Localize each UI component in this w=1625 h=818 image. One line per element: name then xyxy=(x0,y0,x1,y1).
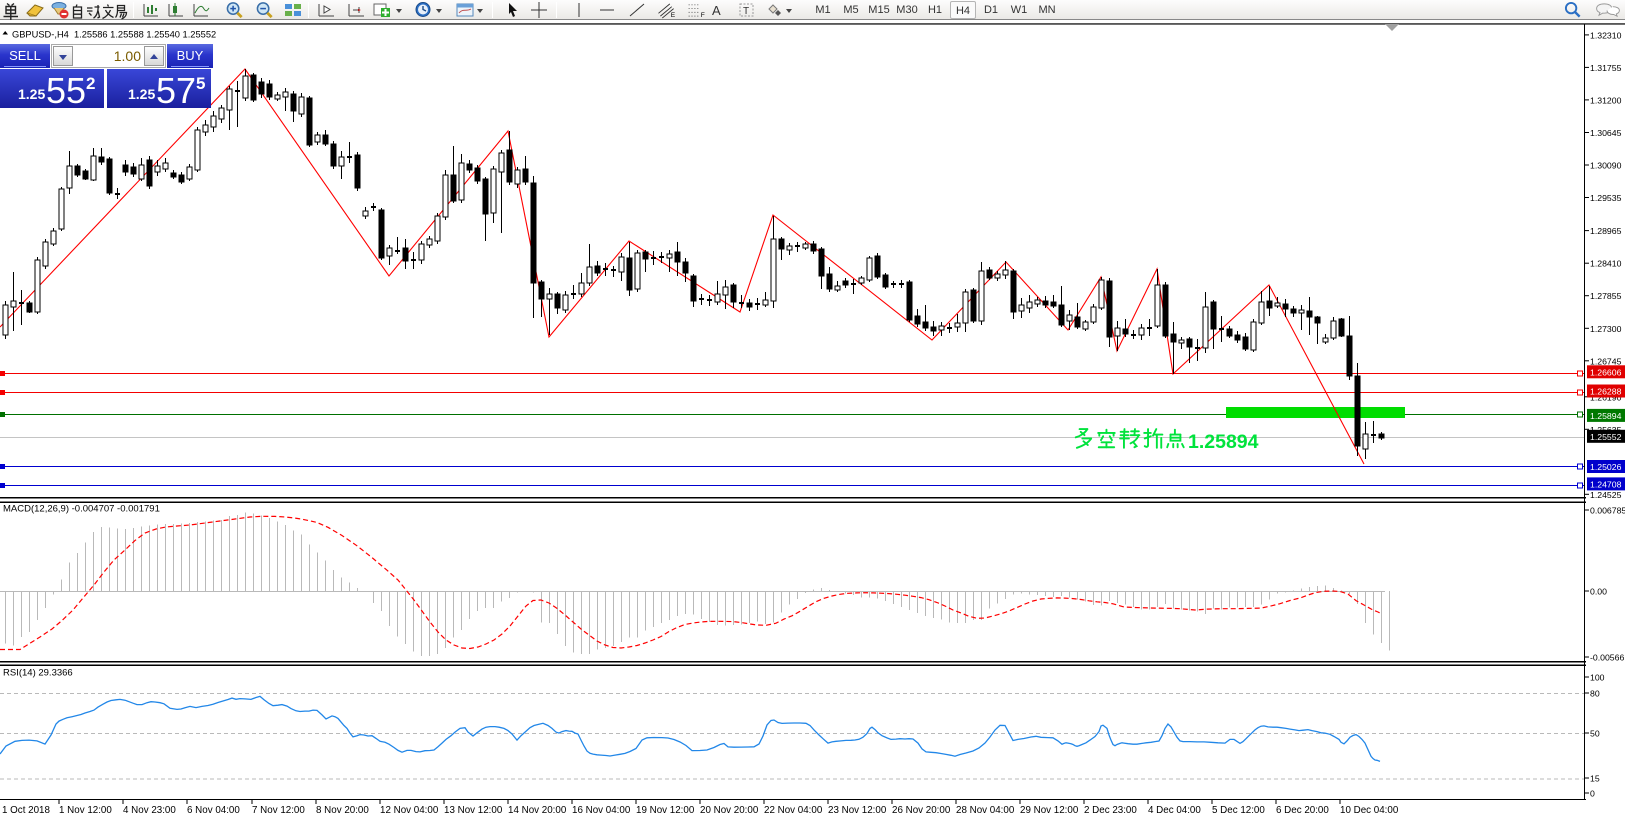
svg-text:E: E xyxy=(671,12,676,19)
svg-text:1.24525: 1.24525 xyxy=(1590,490,1622,500)
svg-text:16 Nov 04:00: 16 Nov 04:00 xyxy=(572,805,631,816)
svg-text:1.26606: 1.26606 xyxy=(1590,367,1622,377)
svg-text:4 Nov 23:00: 4 Nov 23:00 xyxy=(123,805,176,816)
svg-text:10 Dec 04:00: 10 Dec 04:00 xyxy=(1340,805,1399,816)
svg-text:1.28410: 1.28410 xyxy=(1590,259,1622,269)
svg-text:29 Nov 12:00: 29 Nov 12:00 xyxy=(1020,805,1079,816)
svg-text:5 Dec 12:00: 5 Dec 12:00 xyxy=(1212,805,1265,816)
svg-text:1.25894: 1.25894 xyxy=(1590,411,1622,421)
svg-text:1.27855: 1.27855 xyxy=(1590,291,1622,301)
svg-text:1 Nov 12:00: 1 Nov 12:00 xyxy=(59,805,112,816)
svg-text:6 Nov 04:00: 6 Nov 04:00 xyxy=(187,805,240,816)
svg-text:MACD(12,26,9) -0.004707 -0.001: MACD(12,26,9) -0.004707 -0.001791 xyxy=(3,504,160,515)
svg-text:28 Nov 04:00: 28 Nov 04:00 xyxy=(956,805,1015,816)
svg-text:100: 100 xyxy=(1590,673,1605,683)
svg-text:RSI(14) 29.3366: RSI(14) 29.3366 xyxy=(3,668,73,679)
svg-text:23 Nov 12:00: 23 Nov 12:00 xyxy=(828,805,887,816)
svg-text:4 Dec 04:00: 4 Dec 04:00 xyxy=(1148,805,1201,816)
svg-text:1.24708: 1.24708 xyxy=(1590,479,1622,489)
svg-text:1.31200: 1.31200 xyxy=(1590,95,1622,105)
svg-text:1 Oct 2018: 1 Oct 2018 xyxy=(2,805,50,816)
svg-text:1.25026: 1.25026 xyxy=(1590,462,1622,472)
svg-text:22 Nov 04:00: 22 Nov 04:00 xyxy=(764,805,823,816)
svg-text:50: 50 xyxy=(1590,729,1600,739)
svg-text:2 Dec 23:00: 2 Dec 23:00 xyxy=(1084,805,1137,816)
svg-text:20 Nov 20:00: 20 Nov 20:00 xyxy=(700,805,759,816)
svg-text:1.30645: 1.30645 xyxy=(1590,128,1622,138)
svg-text:T: T xyxy=(743,6,749,17)
svg-text:1.32310: 1.32310 xyxy=(1590,30,1622,40)
svg-text:1.25552: 1.25552 xyxy=(1590,432,1622,442)
svg-text:19 Nov 12:00: 19 Nov 12:00 xyxy=(636,805,695,816)
svg-text:-0.00566: -0.00566 xyxy=(1590,653,1624,663)
svg-text:6 Dec 20:00: 6 Dec 20:00 xyxy=(1276,805,1329,816)
svg-text:26 Nov 20:00: 26 Nov 20:00 xyxy=(892,805,951,816)
svg-text:1.26745: 1.26745 xyxy=(1590,356,1622,366)
svg-text:1.31755: 1.31755 xyxy=(1590,63,1622,73)
svg-text:1.25894: 1.25894 xyxy=(1188,431,1259,453)
svg-text:1.27300: 1.27300 xyxy=(1590,324,1622,334)
svg-text:F: F xyxy=(701,12,705,19)
svg-text:1.28965: 1.28965 xyxy=(1590,226,1622,236)
svg-text:0.00: 0.00 xyxy=(1590,587,1607,597)
svg-text:14 Nov 20:00: 14 Nov 20:00 xyxy=(508,805,567,816)
svg-text:0.006785: 0.006785 xyxy=(1590,506,1625,516)
svg-text:0: 0 xyxy=(1590,789,1595,799)
svg-text:13 Nov 12:00: 13 Nov 12:00 xyxy=(444,805,503,816)
svg-text:GBPUSD-,H4 1.25586 1.25588 1.: GBPUSD-,H4 1.25586 1.25588 1.25540 1.255… xyxy=(12,30,216,40)
svg-text:8 Nov 20:00: 8 Nov 20:00 xyxy=(316,805,369,816)
svg-text:1.30090: 1.30090 xyxy=(1590,161,1622,171)
svg-text:12 Nov 04:00: 12 Nov 04:00 xyxy=(380,805,439,816)
svg-text:1.26288: 1.26288 xyxy=(1590,387,1622,397)
svg-text:1.29535: 1.29535 xyxy=(1590,193,1622,203)
svg-text:80: 80 xyxy=(1590,689,1600,699)
svg-text:7 Nov 12:00: 7 Nov 12:00 xyxy=(252,805,305,816)
svg-text:15: 15 xyxy=(1590,774,1600,784)
